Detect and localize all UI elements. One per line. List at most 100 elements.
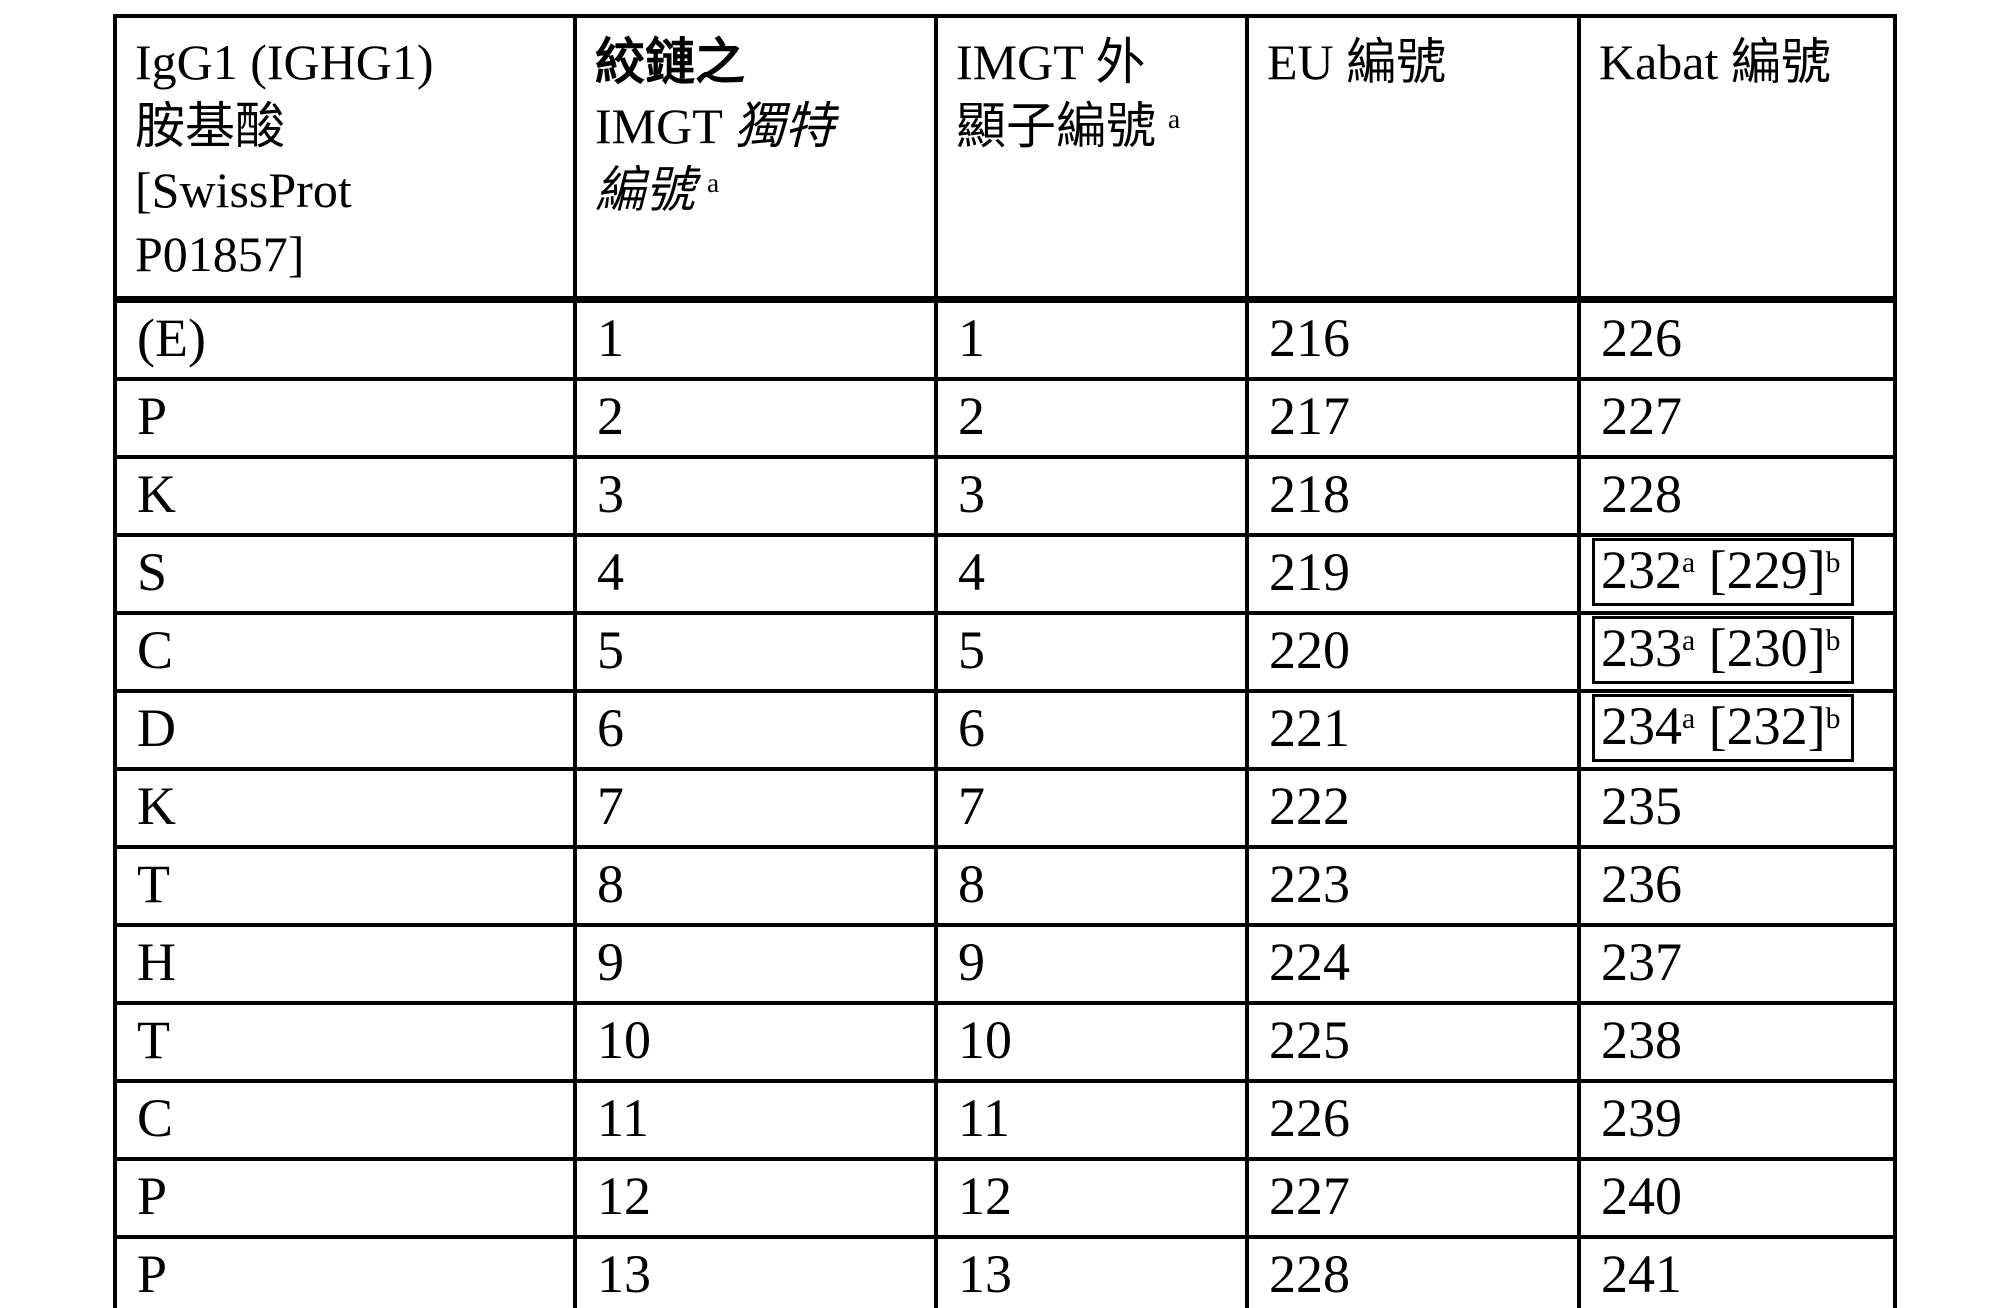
table-row: (E) 1 1 216 226 bbox=[113, 297, 1897, 381]
kabat-text: 236 bbox=[1601, 854, 1682, 914]
cell-imgt-unique: 1 bbox=[573, 297, 938, 381]
cell-residue: (E) bbox=[113, 297, 577, 381]
header-line: P01857] bbox=[135, 226, 305, 282]
cell-eu: 227 bbox=[1245, 1157, 1581, 1239]
table-header: IgG1 (IGHG1) 胺基酸 [SwissProt P01857] 絞鏈之 … bbox=[113, 14, 1897, 303]
table-row: D 6 6 221 234a [232]b bbox=[113, 689, 1897, 771]
cell-eu: 224 bbox=[1245, 923, 1581, 1005]
cell-imgt-unique: 12 bbox=[573, 1157, 938, 1239]
table-row: K 7 7 222 235 bbox=[113, 767, 1897, 849]
cell-residue: K bbox=[113, 767, 577, 849]
kabat-value: 236 bbox=[1601, 854, 1682, 914]
cell-residue: C bbox=[113, 611, 577, 693]
kabat-value: 228 bbox=[1601, 464, 1682, 524]
cell-residue: P bbox=[113, 1235, 577, 1308]
cell-eu: 220 bbox=[1245, 611, 1581, 693]
kabat-value: 235 bbox=[1601, 776, 1682, 836]
cell-imgt-exon: 11 bbox=[934, 1079, 1249, 1161]
header-line: 絞鏈之 bbox=[595, 30, 926, 94]
cell-imgt-unique: 4 bbox=[573, 533, 938, 615]
table-row: H 9 9 224 237 bbox=[113, 923, 1897, 1005]
superscript: a bbox=[1682, 702, 1696, 735]
cell-imgt-unique: 6 bbox=[573, 689, 938, 771]
cell-residue: T bbox=[113, 845, 577, 927]
cell-eu: 217 bbox=[1245, 377, 1581, 459]
cell-eu: 228 bbox=[1245, 1235, 1581, 1308]
cell-kabat: 236 bbox=[1577, 845, 1897, 927]
kabat-value: 238 bbox=[1601, 1010, 1682, 1070]
header-cell-imgt-unique-numbering: 絞鏈之 IMGT 獨特 編號 a bbox=[573, 14, 938, 303]
table-row: P 13 13 228 241 bbox=[113, 1235, 1897, 1308]
cell-eu: 216 bbox=[1245, 297, 1581, 381]
cell-imgt-exon: 4 bbox=[934, 533, 1249, 615]
cell-imgt-unique: 11 bbox=[573, 1079, 938, 1161]
header-line: Kabat 編號 bbox=[1599, 34, 1831, 90]
header-cell-kabat-numbering: Kabat 編號 bbox=[1577, 14, 1897, 303]
kabat-text: [232] bbox=[1695, 696, 1826, 756]
kabat-text: 233 bbox=[1601, 618, 1682, 678]
kabat-value-boxed: 233a [230]b bbox=[1592, 616, 1854, 684]
cell-kabat: 227 bbox=[1577, 377, 1897, 459]
cell-kabat: 241 bbox=[1577, 1235, 1897, 1308]
kabat-value-boxed: 232a [229]b bbox=[1592, 538, 1854, 606]
header-bold-text: 絞鏈之 bbox=[595, 34, 745, 90]
superscript: a bbox=[1682, 546, 1696, 579]
kabat-text: 237 bbox=[1601, 932, 1682, 992]
table-row: T 8 8 223 236 bbox=[113, 845, 1897, 927]
cell-eu: 223 bbox=[1245, 845, 1581, 927]
cell-residue: T bbox=[113, 1001, 577, 1083]
header-row: IgG1 (IGHG1) 胺基酸 [SwissProt P01857] 絞鏈之 … bbox=[113, 14, 1897, 303]
cell-imgt-exon: 2 bbox=[934, 377, 1249, 459]
kabat-value: 237 bbox=[1601, 932, 1682, 992]
table-body: (E) 1 1 216 226 P 2 2 217 227 K 3 3 218 228 S 4 4 219 232a … bbox=[113, 297, 1897, 1308]
cell-imgt-exon: 1 bbox=[934, 297, 1249, 381]
cell-imgt-unique: 3 bbox=[573, 455, 938, 537]
header-line: IgG1 (IGHG1) bbox=[135, 34, 434, 90]
kabat-value: 226 bbox=[1601, 308, 1682, 368]
cell-imgt-exon: 3 bbox=[934, 455, 1249, 537]
kabat-text: 240 bbox=[1601, 1166, 1682, 1226]
kabat-value: 240 bbox=[1601, 1166, 1682, 1226]
cell-kabat: 235 bbox=[1577, 767, 1897, 849]
cell-residue: C bbox=[113, 1079, 577, 1161]
kabat-text: 238 bbox=[1601, 1010, 1682, 1070]
cell-imgt-unique: 13 bbox=[573, 1235, 938, 1308]
cell-imgt-exon: 9 bbox=[934, 923, 1249, 1005]
header-italic-text: 編號 bbox=[595, 162, 695, 218]
kabat-text: 228 bbox=[1601, 464, 1682, 524]
kabat-text: [229] bbox=[1695, 540, 1826, 600]
cell-imgt-unique: 9 bbox=[573, 923, 938, 1005]
table-row: C 5 5 220 233a [230]b bbox=[113, 611, 1897, 693]
cell-eu: 218 bbox=[1245, 455, 1581, 537]
header-line: IMGT 外 bbox=[956, 34, 1146, 90]
cell-residue: P bbox=[113, 377, 577, 459]
cell-eu: 221 bbox=[1245, 689, 1581, 771]
superscript-a: a bbox=[707, 166, 720, 198]
kabat-text: 241 bbox=[1601, 1244, 1682, 1304]
table-row: P 12 12 227 240 bbox=[113, 1157, 1897, 1239]
igg1-hinge-numbering-table: IgG1 (IGHG1) 胺基酸 [SwissProt P01857] 絞鏈之 … bbox=[113, 14, 1897, 1308]
cell-kabat: 232a [229]b bbox=[1577, 533, 1897, 615]
header-line: 胺基酸 bbox=[135, 98, 285, 154]
superscript-a: a bbox=[1168, 102, 1181, 134]
kabat-text: 227 bbox=[1601, 386, 1682, 446]
cell-eu: 222 bbox=[1245, 767, 1581, 849]
cell-residue: S bbox=[113, 533, 577, 615]
cell-kabat: 238 bbox=[1577, 1001, 1897, 1083]
cell-imgt-unique: 8 bbox=[573, 845, 938, 927]
kabat-text: 239 bbox=[1601, 1088, 1682, 1148]
table-row: K 3 3 218 228 bbox=[113, 455, 1897, 537]
superscript: a bbox=[1682, 624, 1696, 657]
cell-kabat: 237 bbox=[1577, 923, 1897, 1005]
cell-imgt-unique: 10 bbox=[573, 1001, 938, 1083]
cell-kabat: 228 bbox=[1577, 455, 1897, 537]
cell-residue: K bbox=[113, 455, 577, 537]
header-line: 顯子編號 a bbox=[956, 94, 1237, 158]
cell-residue: H bbox=[113, 923, 577, 1005]
kabat-value: 227 bbox=[1601, 386, 1682, 446]
header-line: [SwissProt bbox=[135, 162, 352, 218]
cell-imgt-exon: 7 bbox=[934, 767, 1249, 849]
header-cell-imgt-exon-numbering: IMGT 外 顯子編號 a bbox=[934, 14, 1249, 303]
cell-imgt-exon: 8 bbox=[934, 845, 1249, 927]
